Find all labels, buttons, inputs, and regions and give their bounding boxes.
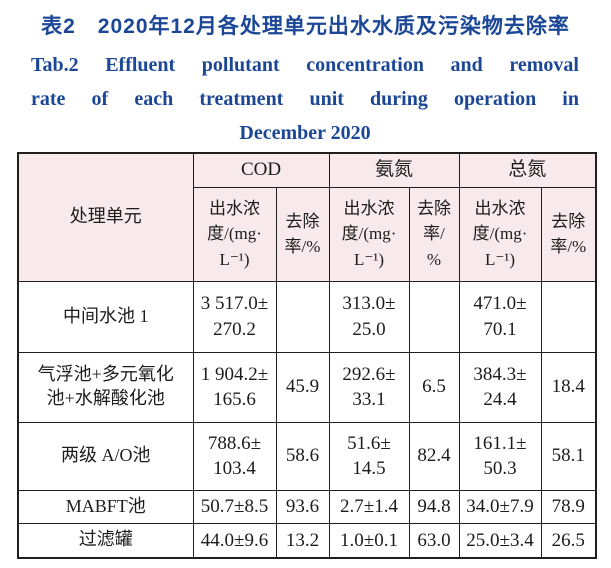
table-row: 过滤罐 44.0±9.6 13.2 1.0±0.1 63.0 25.0±3.4 … bbox=[17, 522, 597, 559]
cell-unit: 过滤罐 bbox=[17, 522, 194, 559]
cell-ammonia-removal: 6.5 bbox=[408, 351, 460, 423]
header-group-total-nitrogen: 总氮 bbox=[458, 152, 597, 188]
subheader-tn-removal: 去除 率/% bbox=[540, 186, 597, 282]
cell-cod-removal: 13.2 bbox=[275, 522, 330, 559]
subheader-tn-concentration: 出水浓 度/(mg· L⁻¹) bbox=[458, 186, 542, 282]
cell-tn-removal: 26.5 bbox=[540, 522, 597, 559]
cell-cod-removal bbox=[275, 280, 330, 353]
header-group-ammonia-nitrogen: 氨氮 bbox=[328, 152, 460, 188]
cell-tn-removal: 78.9 bbox=[540, 489, 597, 524]
cell-unit: 中间水池 1 bbox=[17, 280, 194, 353]
cell-tn-concentration: 25.0±3.4 bbox=[458, 522, 542, 559]
cell-unit: MABFT池 bbox=[17, 489, 194, 524]
table-row: MABFT池 50.7±8.5 93.6 2.7±1.4 94.8 34.0±7… bbox=[17, 489, 597, 524]
table-caption-en: Tab.2 Effluent pollutant concentration a… bbox=[31, 48, 579, 150]
table-caption-zh: 表2 2020年12月各处理单元出水水质及污染物去除率 bbox=[41, 15, 570, 38]
cell-cod-concentration: 50.7±8.5 bbox=[192, 489, 277, 524]
cell-tn-concentration: 384.3± 24.4 bbox=[458, 351, 542, 423]
cell-unit: 气浮池+多元氧化 池+水解酸化池 bbox=[17, 351, 194, 423]
subheader-cod-concentration: 出水浓 度/(mg· L⁻¹) bbox=[192, 186, 277, 282]
cell-ammonia-removal: 82.4 bbox=[408, 421, 460, 491]
subheader-ammonia-concentration: 出水浓 度/(mg· L⁻¹) bbox=[328, 186, 410, 282]
cell-ammonia-concentration: 292.6± 33.1 bbox=[328, 351, 410, 423]
header-group-row: 处理单元 COD 氨氮 总氮 bbox=[17, 152, 597, 282]
table-row: 气浮池+多元氧化 池+水解酸化池 1 904.2± 165.6 45.9 292… bbox=[17, 351, 597, 423]
cell-ammonia-concentration: 1.0±0.1 bbox=[328, 522, 410, 559]
cell-cod-concentration: 3 517.0± 270.2 bbox=[192, 280, 277, 353]
table-row: 两级 A/O池 788.6± 103.4 58.6 51.6± 14.5 82.… bbox=[17, 421, 597, 491]
subheader-ammonia-removal: 去除 率/ % bbox=[408, 186, 460, 282]
cell-tn-concentration: 34.0±7.9 bbox=[458, 489, 542, 524]
table-row: 中间水池 1 3 517.0± 270.2 313.0± 25.0 471.0±… bbox=[17, 280, 597, 353]
header-group-cod: COD bbox=[192, 152, 330, 188]
header-sub-row: 出水浓 度/(mg· L⁻¹) 去除 率/% 出水浓 度/(mg· L⁻¹) 去… bbox=[18, 186, 597, 282]
caption-en-line-1: Tab.2 Effluent pollutant concentration a… bbox=[31, 54, 579, 76]
effluent-quality-table: 处理单元 COD 氨氮 总氮 出水浓 度/(mg· L⁻¹) 去除 率/% 出水… bbox=[17, 152, 598, 559]
header-treatment-unit: 处理单元 bbox=[17, 152, 194, 282]
cell-tn-concentration: 471.0± 70.1 bbox=[458, 280, 542, 353]
caption-en-line-3: December 2020 bbox=[239, 122, 371, 144]
cell-tn-concentration: 161.1± 50.3 bbox=[458, 421, 542, 491]
cell-cod-concentration: 44.0±9.6 bbox=[192, 522, 277, 559]
cell-cod-removal: 93.6 bbox=[275, 489, 330, 524]
caption-en-line-2: rate of each treatment unit during opera… bbox=[31, 88, 579, 110]
cell-cod-removal: 45.9 bbox=[275, 351, 330, 423]
cell-tn-removal: 18.4 bbox=[540, 351, 597, 423]
cell-tn-removal: 58.1 bbox=[540, 421, 597, 491]
cell-cod-concentration: 788.6± 103.4 bbox=[192, 421, 277, 491]
cell-unit: 两级 A/O池 bbox=[17, 421, 194, 491]
cell-ammonia-concentration: 51.6± 14.5 bbox=[328, 421, 410, 491]
cell-ammonia-removal: 94.8 bbox=[408, 489, 460, 524]
subheader-cod-removal: 去除 率/% bbox=[275, 186, 330, 282]
cell-ammonia-removal: 63.0 bbox=[408, 522, 460, 559]
cell-cod-concentration: 1 904.2± 165.6 bbox=[192, 351, 277, 423]
cell-ammonia-removal bbox=[408, 280, 460, 353]
cell-ammonia-concentration: 2.7±1.4 bbox=[328, 489, 410, 524]
cell-ammonia-concentration: 313.0± 25.0 bbox=[328, 280, 410, 353]
cell-tn-removal bbox=[540, 280, 597, 353]
cell-cod-removal: 58.6 bbox=[275, 421, 330, 491]
